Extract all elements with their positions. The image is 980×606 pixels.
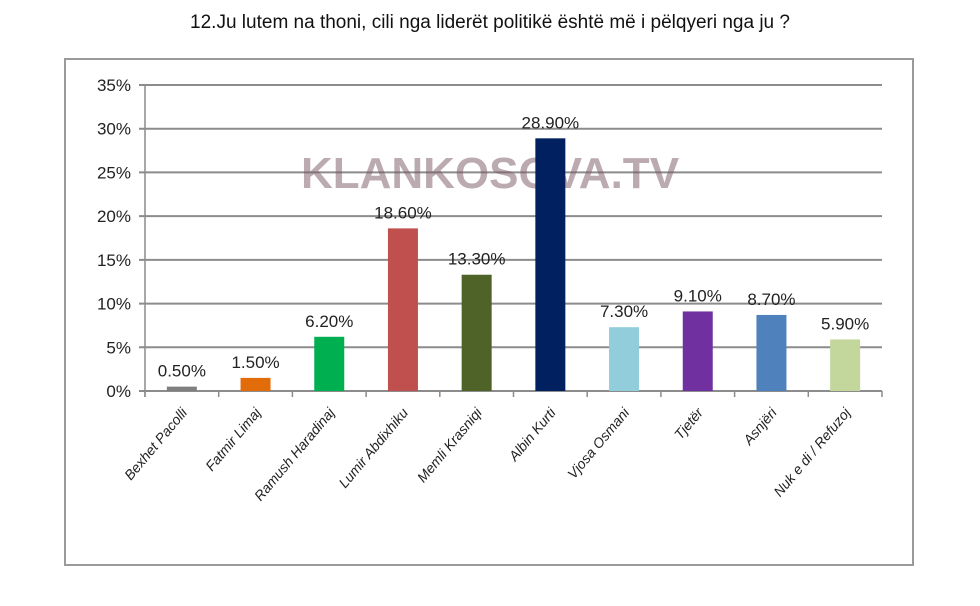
x-category-label: Lumir Abdixhiku <box>335 404 411 490</box>
chart-title: 12.Ju lutem na thoni, cili nga liderët p… <box>190 12 790 33</box>
y-tick-label: 10% <box>97 295 131 314</box>
data-label: 1.50% <box>231 353 279 372</box>
bar <box>240 377 271 391</box>
y-tick-label: 30% <box>97 120 131 139</box>
data-label: 8.70% <box>747 290 795 309</box>
y-tick-label: 25% <box>97 163 131 182</box>
x-category-label: Fatmir Limaj <box>202 404 264 474</box>
x-category-label: Ramush Haradinaj <box>251 404 338 504</box>
x-category-label: Tjetër <box>671 404 707 443</box>
y-tick-label: 5% <box>106 338 131 357</box>
data-label: 6.20% <box>305 312 353 331</box>
data-label: 13.30% <box>448 250 506 269</box>
x-category-label: Albin Kurti <box>505 404 559 465</box>
data-label: 0.50% <box>158 362 206 381</box>
x-category-label: Nuk e di / Refuzoj <box>770 404 854 500</box>
y-tick-label: 15% <box>97 251 131 270</box>
data-label: 7.30% <box>600 302 648 321</box>
bar <box>461 274 492 391</box>
x-category-label: Asnjëri <box>739 404 780 449</box>
x-category-label: Memli Krasniqi <box>414 404 486 485</box>
bar <box>166 386 197 391</box>
chart-frame <box>64 58 914 566</box>
y-tick-label: 0% <box>106 382 131 401</box>
data-label: 9.10% <box>674 286 722 305</box>
data-label: 28.90% <box>522 113 580 132</box>
x-category-label: Vjosa Osmani <box>564 404 633 482</box>
data-label: 5.90% <box>821 314 869 333</box>
bar <box>830 339 861 391</box>
watermark: KLANKOSOVA.TV <box>301 149 680 198</box>
data-label: 18.60% <box>374 203 432 222</box>
bar <box>535 138 566 391</box>
bar <box>387 228 418 391</box>
bar <box>314 336 345 391</box>
bar <box>756 314 787 391</box>
x-category-label: Bexhet Pacolli <box>121 404 191 483</box>
bar <box>682 311 713 391</box>
y-tick-label: 35% <box>97 76 131 95</box>
bar <box>609 327 640 391</box>
y-tick-label: 20% <box>97 207 131 226</box>
